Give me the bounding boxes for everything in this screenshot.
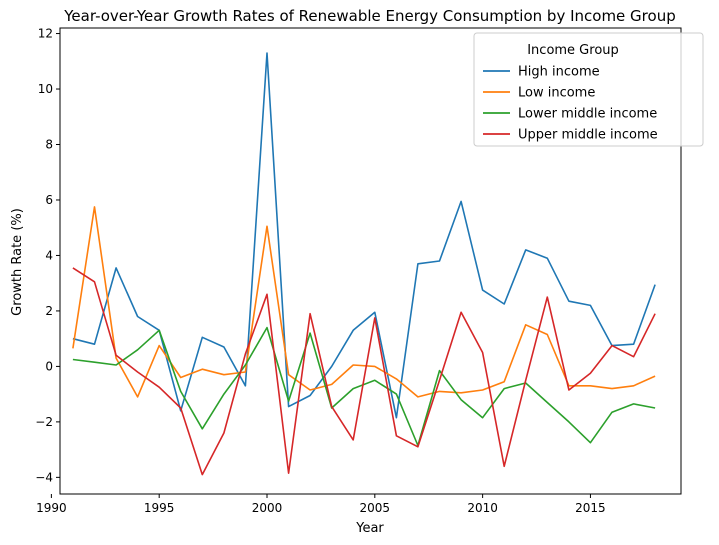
y-axis: −4 −2 0 2 4 6 8 10 12 <box>35 27 60 484</box>
x-axis-label: Year <box>355 521 384 536</box>
y-tick-label: 10 <box>38 82 53 96</box>
legend-label-high-income: High income <box>518 65 600 80</box>
legend-label-upper-middle-income: Upper middle income <box>518 128 658 143</box>
y-tick-label: −4 <box>35 470 53 484</box>
x-tick-label: 1995 <box>144 501 175 515</box>
x-tick-label: 2000 <box>252 501 283 515</box>
series-lines <box>72 52 656 476</box>
y-tick-label: 0 <box>45 359 53 373</box>
legend-label-low-income: Low income <box>518 86 595 101</box>
x-tick-label: 2010 <box>467 501 498 515</box>
y-tick-label: −2 <box>35 415 53 429</box>
legend-label-lower-middle-income: Lower middle income <box>518 107 657 122</box>
y-tick-label: 2 <box>45 304 53 318</box>
y-tick-label: 8 <box>45 138 53 152</box>
y-tick-label: 6 <box>45 193 53 207</box>
x-axis: 1990 1995 2000 2005 2010 2015 <box>36 494 606 515</box>
series-line-lower-middle-income <box>72 326 656 447</box>
chart-title: Year-over-Year Growth Rates of Renewable… <box>63 7 675 25</box>
y-tick-label: 12 <box>38 27 53 41</box>
plot-area <box>59 27 682 495</box>
series-line-low-income <box>72 206 656 398</box>
series-line-upper-middle-income <box>72 267 656 476</box>
legend: Income Group High income Low income Lower … <box>473 32 704 147</box>
x-tick-label: 2005 <box>360 501 391 515</box>
plot-frame <box>59 27 682 495</box>
series-line-high-income <box>72 52 656 419</box>
legend-title: Income Group <box>527 43 619 58</box>
legend-box <box>473 32 704 147</box>
x-tick-label: 2015 <box>575 501 606 515</box>
y-axis-label: Growth Rate (%) <box>10 208 25 316</box>
y-tick-label: 4 <box>45 248 53 262</box>
x-tick-label: 1990 <box>36 501 67 515</box>
